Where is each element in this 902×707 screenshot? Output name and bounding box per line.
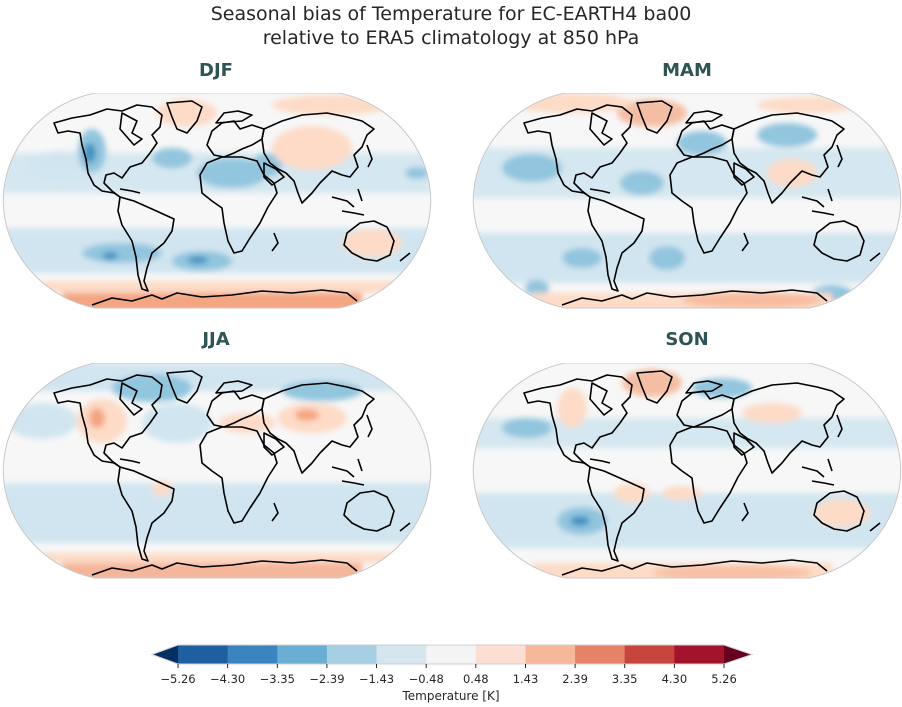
colorbar-tick-label: −0.48 bbox=[408, 672, 444, 686]
colorbar bbox=[150, 644, 754, 668]
colorbar-segment bbox=[277, 645, 328, 664]
colorbar-segment bbox=[674, 645, 725, 664]
colorbar-tick-label: −1.43 bbox=[358, 672, 395, 686]
colorbar-segment bbox=[178, 645, 229, 664]
colorbar-segment bbox=[525, 645, 576, 664]
colorbar-tick-label: −4.30 bbox=[209, 672, 246, 686]
colorbar-tick-label: −3.35 bbox=[259, 672, 295, 686]
figure-title-line1: Seasonal bias of Temperature for EC-EART… bbox=[210, 3, 692, 25]
colorbar-tick-label: 1.43 bbox=[512, 672, 539, 686]
panel-title-djf: DJF bbox=[199, 60, 233, 81]
colorbar-tick-label: 2.39 bbox=[562, 672, 588, 686]
panel-title-jja: JJA bbox=[202, 329, 230, 350]
figure-title-line2: relative to ERA5 climatology at 850 hPa bbox=[262, 27, 640, 49]
colorbar-tick-label: 3.35 bbox=[611, 672, 638, 686]
colorbar-segment bbox=[575, 645, 626, 664]
colorbar-segment bbox=[227, 645, 278, 664]
colorbar-segment bbox=[475, 645, 526, 664]
colorbar-tick-label: −2.39 bbox=[309, 672, 345, 686]
colorbar-tick-label: 0.48 bbox=[462, 672, 489, 686]
colorbar-segment bbox=[426, 645, 477, 664]
colorbar-min-extend bbox=[152, 645, 178, 664]
colorbar-tick-label: −5.26 bbox=[160, 672, 196, 686]
colorbar-max-extend bbox=[724, 645, 752, 664]
map-djf bbox=[2, 93, 432, 309]
panel-title-mam: MAM bbox=[662, 60, 712, 81]
figure-title: Seasonal bias of Temperature for EC-EART… bbox=[0, 2, 902, 50]
colorbar-tick-label: 5.26 bbox=[711, 672, 737, 686]
colorbar-segment bbox=[326, 645, 378, 664]
map-mam bbox=[472, 93, 902, 309]
map-son bbox=[472, 363, 902, 579]
panel-title-son: SON bbox=[665, 329, 709, 350]
colorbar-label: Temperature [K] bbox=[402, 689, 500, 703]
colorbar-tick-label: 4.30 bbox=[661, 672, 688, 686]
map-jja bbox=[2, 363, 432, 579]
colorbar-segment bbox=[624, 645, 675, 664]
colorbar-segment bbox=[376, 645, 427, 664]
